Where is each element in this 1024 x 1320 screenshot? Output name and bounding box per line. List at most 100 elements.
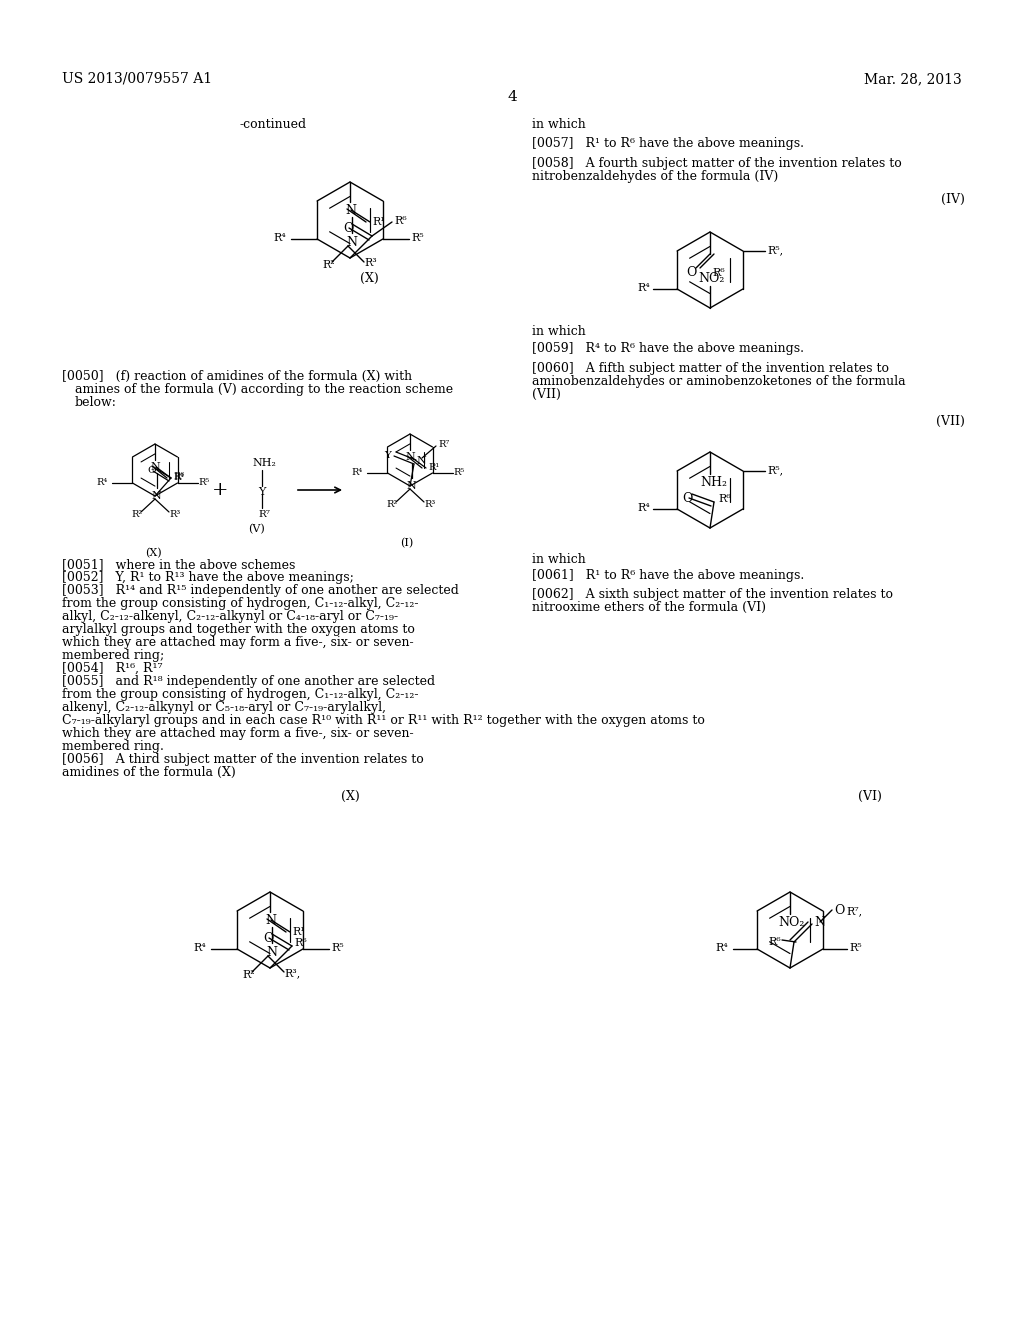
Text: NH₂: NH₂ [700,477,727,488]
Text: N: N [406,480,416,491]
Text: R⁴: R⁴ [351,469,362,477]
Text: R⁴: R⁴ [96,478,108,487]
Text: R⁴: R⁴ [637,282,650,293]
Text: (X): (X) [360,272,379,285]
Text: [0059]   R⁴ to R⁶ have the above meanings.: [0059] R⁴ to R⁶ have the above meanings. [532,342,804,355]
Text: C₇-₁₉-alkylaryl groups and in each case R¹⁰ with R¹¹ or R¹¹ with R¹² together wi: C₇-₁₉-alkylaryl groups and in each case … [62,714,705,727]
Text: R⁷: R⁷ [438,440,450,449]
Text: N: N [266,946,278,960]
Text: (IV): (IV) [941,193,965,206]
Text: amidines of the formula (X): amidines of the formula (X) [62,766,236,779]
Text: 4: 4 [507,90,517,104]
Text: aminobenzaldehydes or aminobenzoketones of the formula: aminobenzaldehydes or aminobenzoketones … [532,375,905,388]
Text: R⁴: R⁴ [194,942,206,953]
Text: R⁴: R⁴ [637,503,650,513]
Text: (X): (X) [145,548,162,558]
Text: NO₂: NO₂ [778,916,805,929]
Text: [0056]   A third subject matter of the invention relates to: [0056] A third subject matter of the inv… [62,752,424,766]
Text: N: N [346,236,357,249]
Text: [0060]   A fifth subject matter of the invention relates to: [0060] A fifth subject matter of the inv… [532,362,889,375]
Text: O: O [686,267,696,279]
Text: N: N [265,913,276,927]
Text: -continued: -continued [240,117,307,131]
Text: R²: R² [386,500,397,510]
Text: N: N [150,462,160,473]
Text: R⁵: R⁵ [199,478,210,487]
Text: R³: R³ [424,500,435,510]
Text: (VII): (VII) [936,414,965,428]
Text: R³: R³ [169,510,180,519]
Text: Y: Y [384,451,391,459]
Text: [0055]   and R¹⁸ independently of one another are selected: [0055] and R¹⁸ independently of one anot… [62,675,435,688]
Text: O: O [343,222,353,235]
Text: [0051]   where in the above schemes: [0051] where in the above schemes [62,558,295,572]
Text: Y: Y [258,487,265,498]
Text: R²: R² [242,970,255,979]
Text: which they are attached may form a five-, six- or seven-: which they are attached may form a five-… [62,636,414,649]
Text: R¹: R¹ [372,216,385,227]
Text: R⁴: R⁴ [273,234,286,243]
Text: NH₂: NH₂ [252,458,275,469]
Text: alkyl, C₂-₁₂-alkenyl, C₂-₁₂-alkynyl or C₄-₁₈-aryl or C₇-₁₉-: alkyl, C₂-₁₂-alkenyl, C₂-₁₂-alkynyl or C… [62,610,398,623]
Text: below:: below: [75,396,117,409]
Text: R⁵,: R⁵, [767,246,783,255]
Text: O: O [147,466,156,475]
Text: R⁵: R⁵ [411,234,424,243]
Text: N: N [345,205,356,216]
Text: arylalkyl groups and together with the oxygen atoms to: arylalkyl groups and together with the o… [62,623,415,636]
Text: [0052]   Y, R¹ to R¹³ have the above meanings;: [0052] Y, R¹ to R¹³ have the above meani… [62,572,354,583]
Text: N: N [151,491,161,502]
Text: R⁶: R⁶ [718,494,731,504]
Text: membered ring.: membered ring. [62,741,164,752]
Text: R⁶: R⁶ [294,939,307,948]
Text: R¹: R¹ [428,463,439,473]
Text: O: O [263,932,273,945]
Text: R²: R² [322,260,335,271]
Text: R⁵: R⁵ [454,469,465,477]
Text: N: N [416,455,426,466]
Text: [0050]   (f) reaction of amidines of the formula (X) with: [0050] (f) reaction of amidines of the f… [62,370,412,383]
Text: R⁷: R⁷ [258,510,270,519]
Text: R⁵: R⁵ [849,942,861,953]
Text: Mar. 28, 2013: Mar. 28, 2013 [864,73,962,86]
Text: in which: in which [532,553,586,566]
Text: membered ring;: membered ring; [62,649,164,663]
Text: amines of the formula (V) according to the reaction scheme: amines of the formula (V) according to t… [75,383,454,396]
Text: R²: R² [131,510,142,519]
Text: (X): (X) [341,789,359,803]
Text: alkenyl, C₂-₁₂-alkynyl or C₅-₁₈-aryl or C₇-₁₉-arylalkyl,: alkenyl, C₂-₁₂-alkynyl or C₅-₁₈-aryl or … [62,701,386,714]
Text: US 2013/0079557 A1: US 2013/0079557 A1 [62,73,212,86]
Text: R³: R³ [364,257,377,268]
Text: [0062]   A sixth subject matter of the invention relates to: [0062] A sixth subject matter of the inv… [532,587,893,601]
Text: [0053]   R¹⁴ and R¹⁵ independently of one another are selected: [0053] R¹⁴ and R¹⁵ independently of one … [62,583,459,597]
Text: NO₂: NO₂ [698,272,724,285]
Text: from the group consisting of hydrogen, C₁-₁₂-alkyl, C₂-₁₂-: from the group consisting of hydrogen, C… [62,688,419,701]
Text: R⁴: R⁴ [715,942,728,953]
Text: R⁶: R⁶ [173,473,184,480]
Text: which they are attached may form a five-, six- or seven-: which they are attached may form a five-… [62,727,414,741]
Text: (V): (V) [248,524,265,535]
Text: in which: in which [532,117,586,131]
Text: R³,: R³, [284,968,300,978]
Text: [0061]   R¹ to R⁶ have the above meanings.: [0061] R¹ to R⁶ have the above meanings. [532,569,804,582]
Text: R⁶: R⁶ [712,268,725,279]
Text: (I): (I) [400,539,414,548]
Text: nitrobenzaldehydes of the formula (IV): nitrobenzaldehydes of the formula (IV) [532,170,778,183]
Text: N: N [406,451,415,462]
Text: [0057]   R¹ to R⁶ have the above meanings.: [0057] R¹ to R⁶ have the above meanings. [532,137,804,150]
Text: nitrooxime ethers of the formula (VI): nitrooxime ethers of the formula (VI) [532,601,766,614]
Text: R⁶: R⁶ [394,216,407,226]
Text: from the group consisting of hydrogen, C₁-₁₂-alkyl, C₂-₁₂-: from the group consisting of hydrogen, C… [62,597,419,610]
Text: R¹: R¹ [173,473,184,482]
Text: R⁷,: R⁷, [846,906,862,916]
Text: in which: in which [532,325,586,338]
Text: [0058]   A fourth subject matter of the invention relates to: [0058] A fourth subject matter of the in… [532,157,902,170]
Text: (VI): (VI) [858,789,882,803]
Text: R⁵: R⁵ [331,942,343,953]
Text: R⁶: R⁶ [768,937,780,946]
Text: R⁵,: R⁵, [767,465,783,475]
Text: O: O [834,904,845,917]
Text: +: + [212,480,228,499]
Text: O: O [682,492,692,506]
Text: (VII): (VII) [532,388,561,401]
